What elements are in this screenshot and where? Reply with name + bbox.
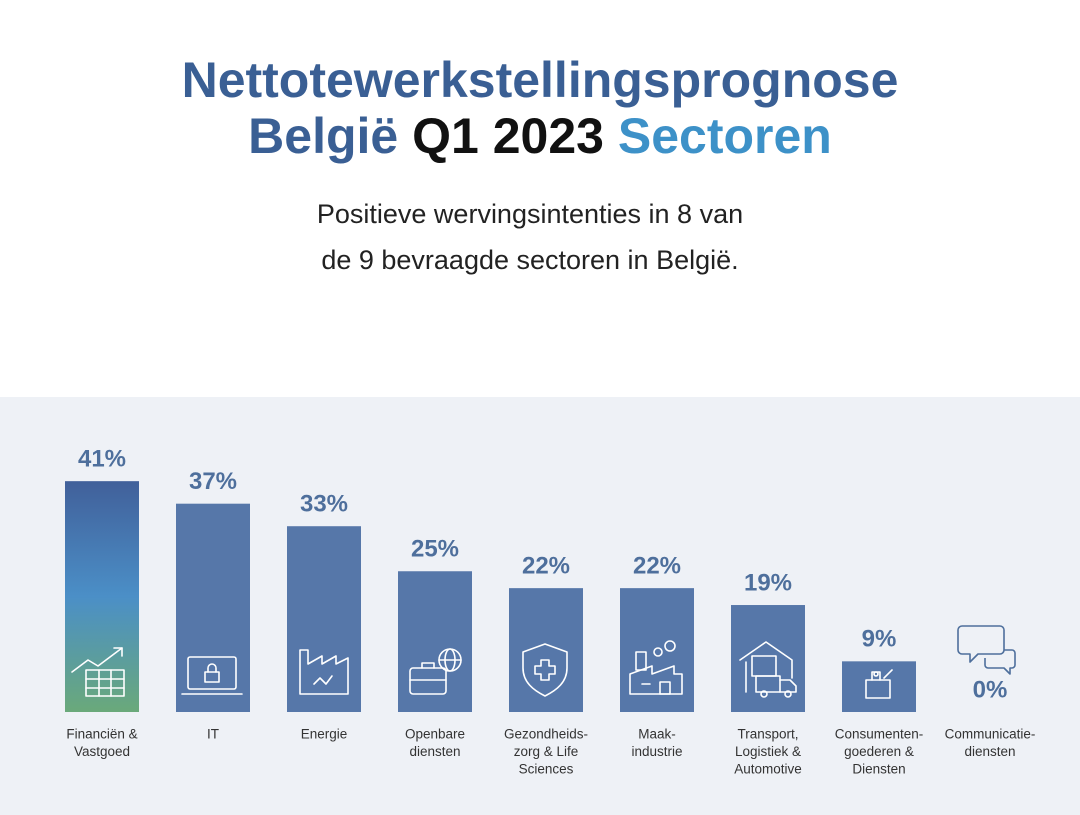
icon-it: [181, 656, 243, 695]
value-label: 37%: [189, 468, 237, 495]
x-tick-label: Transport,: [737, 727, 798, 742]
bar: [509, 588, 583, 712]
x-tick-label: Maak-: [638, 727, 676, 742]
x-tick-label: Financiën &: [66, 727, 137, 742]
x-tick-label: Logistiek &: [735, 744, 801, 759]
icon-energy: [299, 649, 349, 695]
value-label: 9%: [862, 626, 897, 653]
icon-industry: [629, 640, 683, 695]
bar: [287, 526, 361, 712]
value-label: 25%: [411, 536, 459, 563]
subtitle: de 9 bevraagde sectoren in België.: [321, 245, 738, 275]
title-part: België: [248, 108, 398, 164]
x-tick-label: diensten: [409, 744, 460, 759]
bar: [176, 503, 250, 712]
x-tick-label: Automotive: [734, 762, 802, 777]
bar: [842, 661, 916, 712]
x-tick-label: diensten: [964, 744, 1015, 759]
icon-health: [522, 643, 568, 697]
title-part: Sectoren: [618, 108, 832, 164]
value-label: 41%: [78, 446, 126, 473]
chart-title: België Q1 2023 Sectoren: [248, 108, 832, 164]
value-label: 22%: [522, 552, 570, 579]
icon-consumer: [865, 669, 893, 699]
x-tick-label: Diensten: [852, 762, 905, 777]
value-label: 33%: [300, 491, 348, 518]
value-label: 22%: [633, 552, 681, 579]
title-part: Nettotewerkstellingsprognose: [182, 52, 899, 108]
x-tick-label: Openbare: [405, 727, 465, 742]
x-tick-label: Consumenten-: [835, 727, 924, 742]
icon-communication: [957, 625, 1016, 675]
x-tick-label: Communicatie-: [945, 727, 1036, 742]
icon-transport: [739, 641, 797, 698]
title-part: Q1 2023: [412, 108, 604, 164]
x-tick-label: Sciences: [519, 762, 574, 777]
icon-finance: [71, 647, 125, 697]
x-tick-label: goederen &: [844, 744, 914, 759]
bar: [65, 481, 139, 712]
x-tick-label: Gezondheids-: [504, 727, 588, 742]
x-tick-label: IT: [207, 727, 219, 742]
bar: [398, 571, 472, 712]
subtitle: Positieve wervingsintenties in 8 van: [317, 199, 743, 229]
icons: [71, 625, 1016, 699]
x-tick-label: Vastgoed: [74, 744, 130, 759]
icon-public: [409, 648, 462, 695]
value-label: 19%: [744, 569, 792, 596]
x-tick-label: Energie: [301, 727, 348, 742]
value-label: 0%: [973, 676, 1008, 703]
x-tick-label: zorg & Life: [514, 744, 579, 759]
chart-title: Nettotewerkstellingsprognose: [182, 52, 899, 108]
x-tick-label: industrie: [631, 744, 682, 759]
